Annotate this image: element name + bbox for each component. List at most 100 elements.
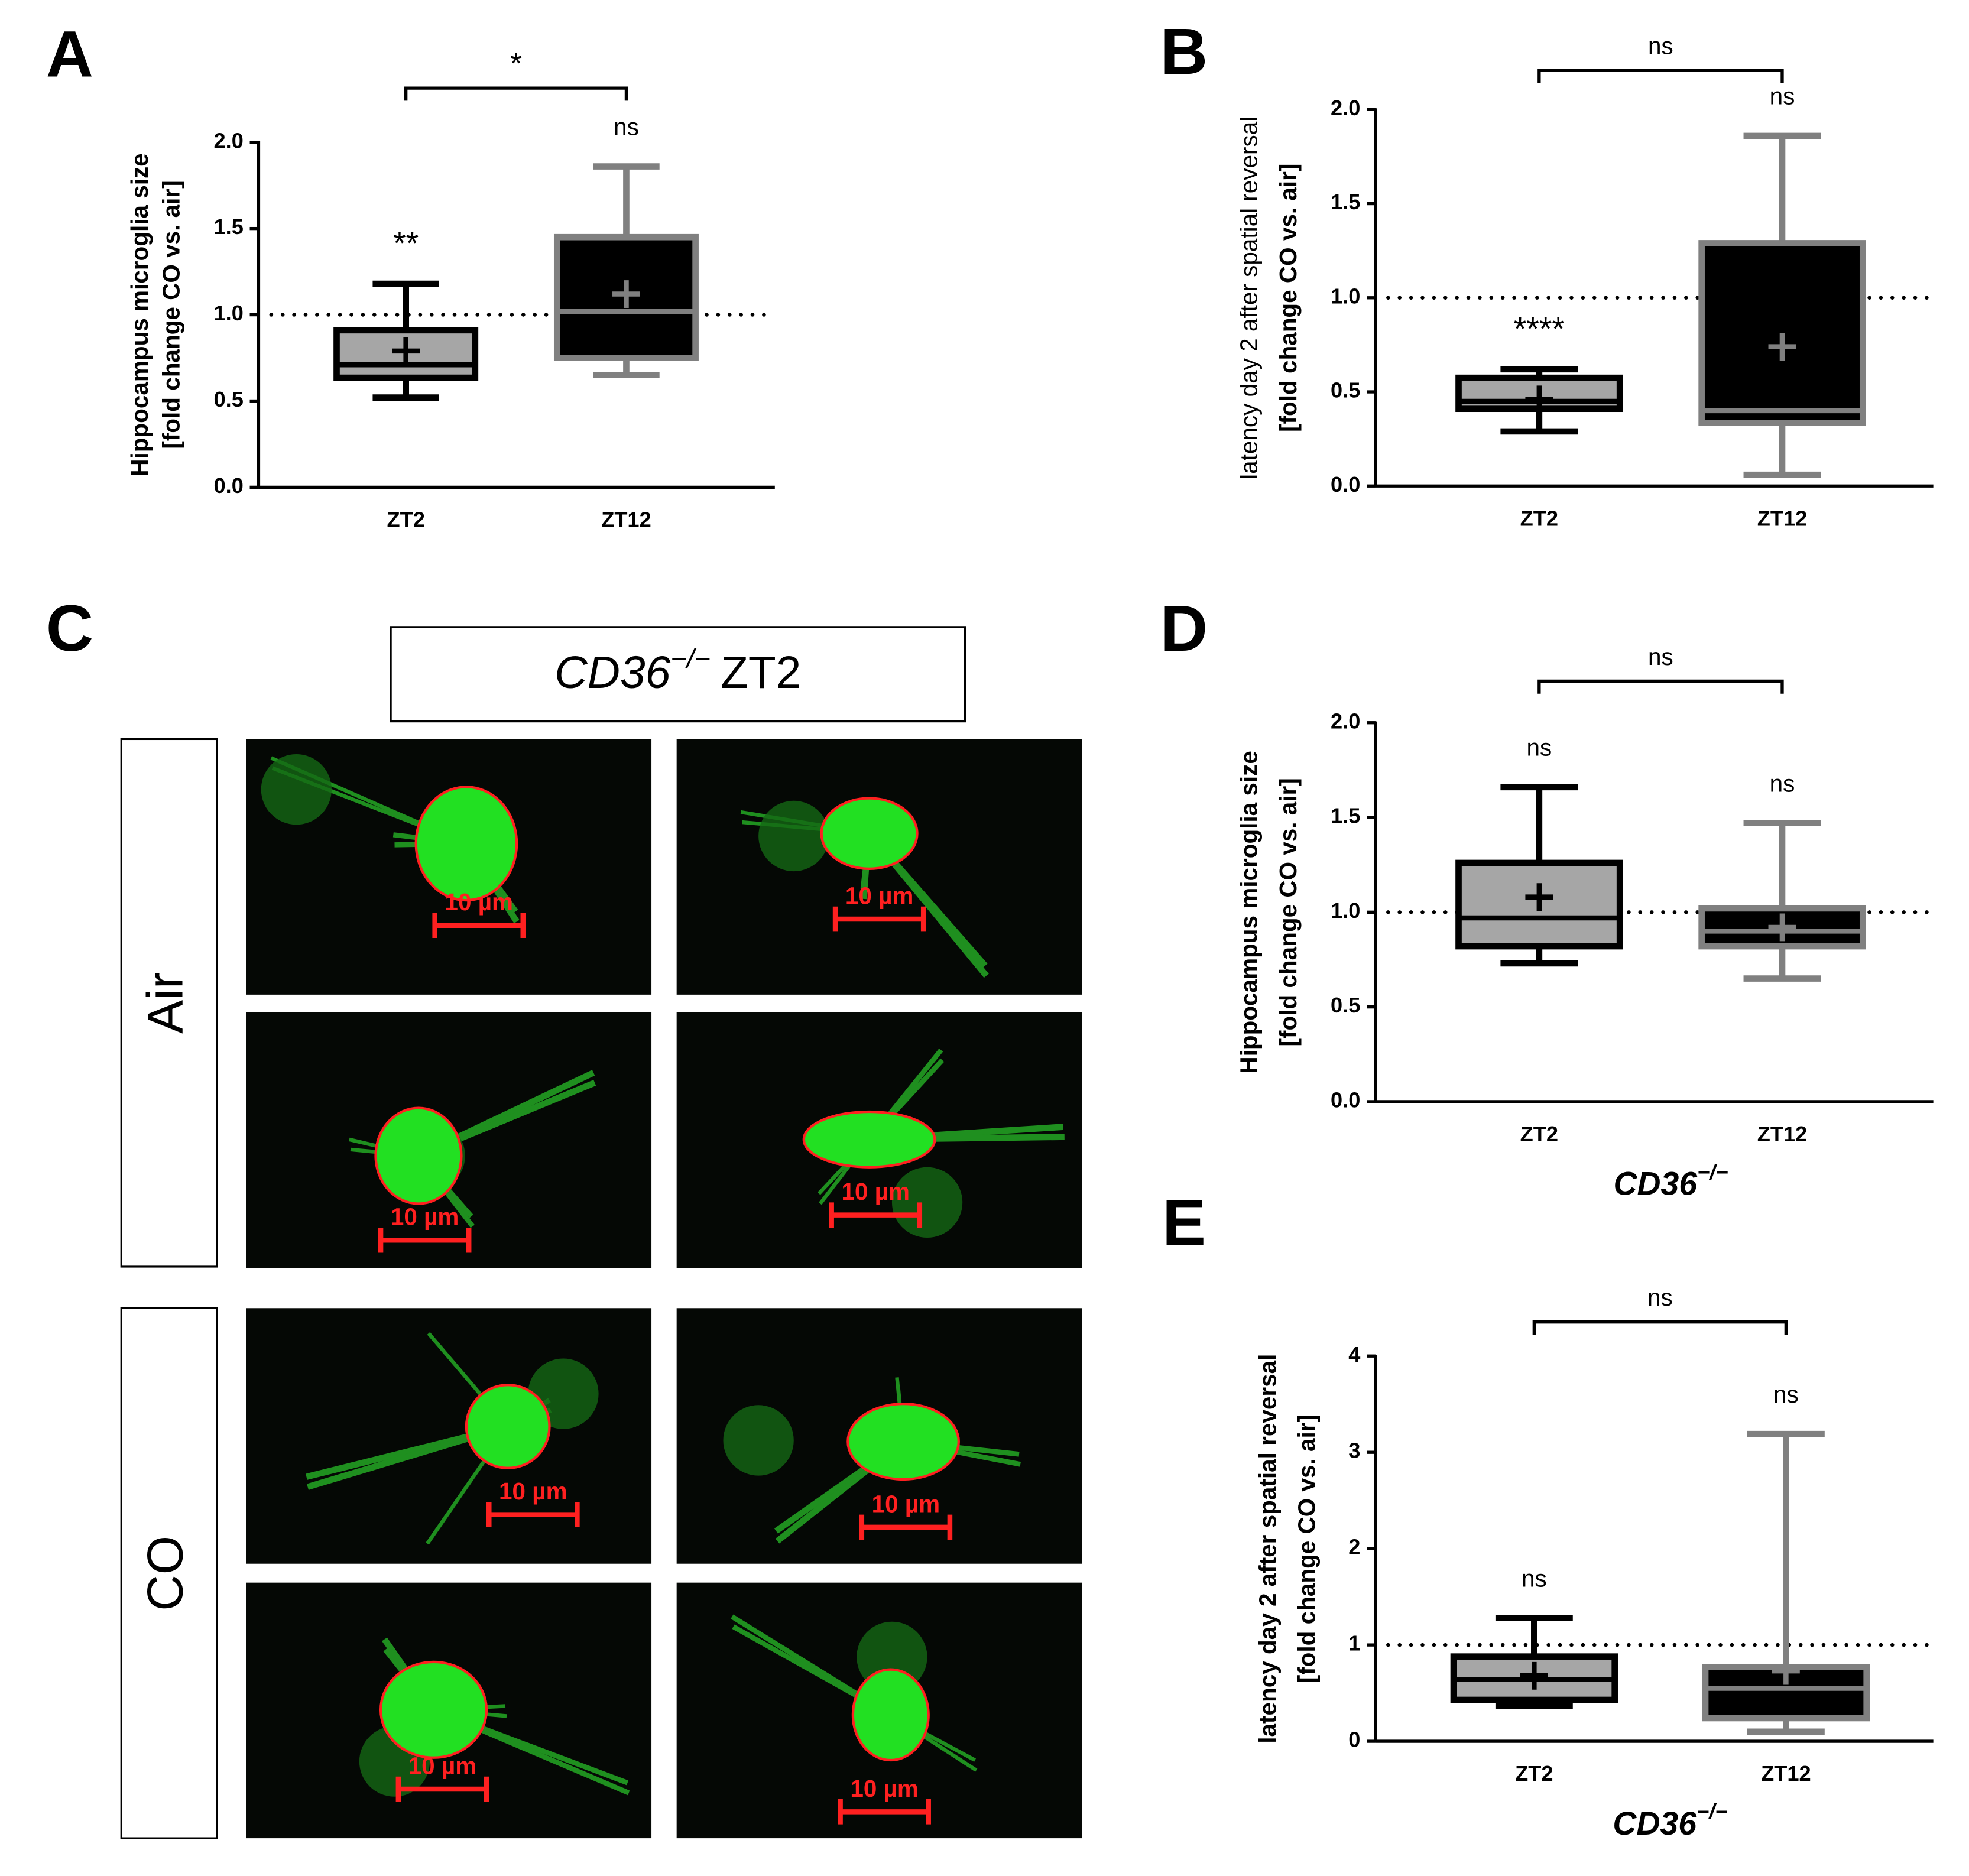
- y-tick-label: 2: [1348, 1535, 1360, 1559]
- y-tick-label: 2.0: [1331, 96, 1360, 120]
- x-tick-label: ZT2: [1520, 1122, 1558, 1146]
- y-tick-label: 2.0: [1331, 709, 1360, 733]
- x-axis-label: CD36−/−: [1613, 1799, 1727, 1841]
- y-tick-label: 3: [1348, 1439, 1360, 1463]
- panel-title: CD36−/− ZT2: [554, 644, 801, 698]
- scale-label: 10 µm: [845, 882, 914, 910]
- scale-bar: [838, 1799, 931, 1825]
- y-axis-label: latency day 2 after spatial reversal: [1235, 116, 1263, 479]
- significance-label: ns: [1773, 1381, 1799, 1408]
- scale-label: 10 µm: [408, 1752, 477, 1779]
- y-axis-label: [fold change CO vs. air]: [1274, 778, 1302, 1046]
- glow: [891, 1167, 963, 1238]
- x-tick-label: ZT12: [1761, 1761, 1811, 1786]
- panel-letter: E: [1162, 1186, 1206, 1259]
- scale-bar: [832, 906, 926, 932]
- mean-marker: [1768, 913, 1796, 942]
- scale-label: 10 µm: [850, 1775, 919, 1802]
- y-axis-label: [fold change CO vs. air]: [1274, 164, 1302, 432]
- significance-label: ns: [1770, 83, 1795, 110]
- y-axis-label: latency day 2 after spatial reversal: [1254, 1354, 1282, 1744]
- scale-label: 10 µm: [445, 888, 513, 916]
- x-tick-label: ZT2: [387, 507, 424, 531]
- scale-label: 10 µm: [499, 1478, 567, 1505]
- mean-marker: [612, 280, 640, 308]
- scale-bar: [486, 1502, 580, 1527]
- bracket: [1537, 69, 1784, 83]
- y-axis-label: [fold change CO vs. air]: [157, 180, 184, 449]
- scale-bar: [395, 1776, 489, 1802]
- x-tick-label: ZT12: [1757, 1122, 1808, 1146]
- cell-body: [802, 1110, 936, 1169]
- scale-bar: [378, 1227, 472, 1253]
- row-label: CO: [138, 1536, 194, 1611]
- y-tick-label: 0.0: [214, 473, 244, 498]
- glow: [723, 1405, 794, 1476]
- significance-label: ns: [1522, 1565, 1547, 1592]
- mean-marker: [1768, 333, 1796, 361]
- y-tick-label: 0.5: [214, 387, 244, 411]
- y-tick-label: 0.5: [1331, 993, 1360, 1017]
- bracket-label: *: [510, 46, 522, 80]
- bracket-label: ns: [1648, 643, 1673, 670]
- y-axis-label: Hippocampus microglia size: [126, 153, 153, 476]
- y-tick-label: 2.0: [214, 128, 244, 152]
- glow: [758, 800, 829, 872]
- x-axis-label-text: CD36: [1613, 1804, 1697, 1841]
- significance-label: ns: [1526, 734, 1552, 761]
- bracket-label: ns: [1647, 1284, 1673, 1311]
- bracket-label: ns: [1648, 33, 1673, 60]
- significance-label: ns: [614, 113, 639, 140]
- scale-label: 10 µm: [872, 1490, 940, 1517]
- scale-bar: [432, 913, 526, 938]
- title-superscript: −/−: [670, 644, 711, 674]
- cell-body: [379, 1660, 488, 1759]
- y-tick-label: 0.0: [1331, 1088, 1360, 1112]
- y-tick-label: 0.0: [1331, 472, 1360, 496]
- scale-bar: [829, 1202, 923, 1228]
- significance-label: ns: [1770, 770, 1795, 797]
- y-tick-label: 1.0: [214, 301, 244, 325]
- bracket: [1532, 1320, 1788, 1335]
- y-tick-label: 1.5: [214, 215, 244, 239]
- scale-bar: [859, 1514, 953, 1540]
- glow: [261, 754, 332, 825]
- x-tick-label: ZT2: [1515, 1761, 1553, 1786]
- row-label: Air: [138, 972, 194, 1034]
- cell-body: [414, 786, 518, 902]
- cell-body: [846, 1403, 960, 1481]
- mean-marker: [1525, 385, 1553, 414]
- y-tick-label: 1.0: [1331, 284, 1360, 308]
- title-box: [390, 626, 966, 723]
- x-axis-label-text: CD36: [1613, 1165, 1698, 1202]
- cell-body: [374, 1106, 463, 1205]
- x-tick-label: ZT12: [601, 507, 651, 531]
- cell-body: [851, 1668, 930, 1762]
- y-tick-label: 4: [1348, 1342, 1360, 1367]
- mean-marker: [1520, 1661, 1548, 1690]
- title-rest: ZT2: [721, 648, 801, 698]
- micrograph: [246, 1308, 652, 1564]
- significance-label: ****: [1514, 311, 1565, 348]
- y-tick-label: 1.0: [1331, 898, 1360, 923]
- mean-marker: [392, 337, 420, 365]
- row-box: [120, 1307, 218, 1839]
- y-tick-label: 1.5: [1331, 804, 1360, 828]
- cell-body: [465, 1384, 551, 1469]
- bracket: [404, 86, 628, 101]
- mean-marker: [1525, 883, 1553, 911]
- x-tick-label: ZT2: [1520, 506, 1558, 530]
- title-italic: CD36: [554, 648, 670, 698]
- panel-letter: B: [1160, 15, 1208, 88]
- mean-marker: [1772, 1657, 1800, 1685]
- x-axis-label: CD36−/−: [1613, 1160, 1728, 1202]
- box: [553, 233, 699, 361]
- y-tick-label: 0: [1348, 1728, 1360, 1752]
- y-tick-label: 0.5: [1331, 378, 1360, 403]
- x-axis-label-superscript: −/−: [1697, 1160, 1728, 1184]
- scale-label: 10 µm: [391, 1203, 459, 1231]
- bracket: [1537, 679, 1784, 694]
- x-tick-label: ZT12: [1757, 506, 1808, 530]
- y-axis-label: [fold change CO vs. air]: [1293, 1414, 1321, 1683]
